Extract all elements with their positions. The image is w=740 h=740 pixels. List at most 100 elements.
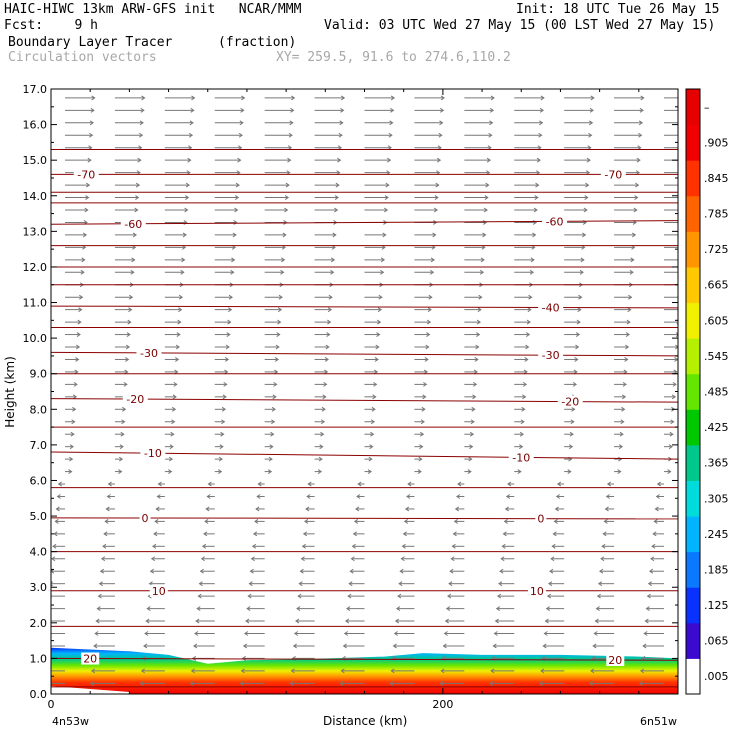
vector-arrow-head: [588, 120, 594, 126]
y-tick-label: 1.0: [30, 652, 48, 665]
vector-arrow-head: [72, 406, 77, 412]
vector-arrow-head: [334, 195, 339, 200]
vector-arrow-head: [444, 618, 449, 624]
vector-arrow-head: [355, 506, 360, 512]
vector-arrow-head: [594, 618, 599, 624]
vector-arrow-head: [273, 381, 278, 387]
vector-arrow-head: [72, 394, 78, 400]
vector-arrow-head: [195, 618, 200, 624]
vector-arrow-head: [141, 95, 146, 101]
vector-arrow-head: [230, 269, 235, 275]
vector-arrow-head: [445, 606, 451, 612]
vector-arrow-head: [596, 593, 601, 599]
vector-arrow-head: [543, 631, 548, 636]
vector-arrow-head: [201, 543, 207, 549]
vector-arrow-head: [145, 618, 150, 624]
vector-arrow-head: [489, 680, 494, 686]
vector-arrow-head: [527, 307, 532, 313]
vector-arrow-head: [146, 606, 151, 612]
vector-arrow-head: [556, 481, 562, 487]
vector-arrow-head: [469, 444, 474, 450]
vector-arrow-head: [337, 157, 342, 163]
vector-arrow-head: [679, 283, 682, 287]
vector-arrow-head: [228, 307, 233, 313]
vector-arrow-head: [173, 381, 178, 387]
vector-arrow-head: [188, 132, 194, 138]
vector-arrow-head: [247, 593, 252, 599]
vector-arrow-head: [346, 606, 351, 612]
vector-arrow-head: [654, 506, 659, 512]
vector-arrow-head: [494, 618, 499, 624]
vector-arrow-head: [399, 568, 404, 574]
colorbar-label: .665: [704, 279, 729, 292]
vector-arrow-head: [401, 543, 406, 549]
vector-arrow-head: [149, 568, 154, 574]
vector-arrow-head: [257, 481, 262, 487]
colorbar-swatch: [686, 444, 700, 481]
vector-arrow-head: [153, 531, 158, 537]
vector-arrow-head: [589, 107, 594, 113]
vector-arrow-head: [377, 307, 382, 313]
contour-label-bg: [140, 447, 166, 460]
vector-arrow-head: [492, 643, 497, 649]
vector-arrow-head: [332, 232, 337, 238]
vector-arrow-head: [102, 543, 107, 549]
y-tick-label: 3.0: [30, 581, 48, 594]
vector-arrow-head: [383, 207, 389, 213]
contour-label: 10: [152, 585, 166, 598]
cross-section-coords: XY= 259.5, 91.6 to 274.6,110.2: [276, 50, 511, 65]
vector-arrow-head: [524, 357, 529, 362]
vector-arrow-head: [421, 406, 426, 412]
vector-arrow-head: [351, 543, 356, 549]
vector-arrow-head: [625, 344, 630, 350]
vector-arrow-head: [529, 269, 535, 275]
vector-arrow-head: [597, 581, 603, 587]
vector-arrow-head: [671, 394, 677, 400]
vector-arrow-head: [206, 494, 211, 499]
vector-arrow-head: [240, 668, 245, 674]
vector-arrow-head: [318, 456, 323, 462]
vector-arrow-head: [327, 307, 333, 313]
y-axis-title: Height (km): [3, 356, 17, 427]
vector-arrow-head: [639, 107, 644, 113]
vector-arrow-head: [338, 132, 343, 138]
vector-arrow-head: [601, 543, 606, 549]
vector-arrow-head: [438, 132, 443, 138]
vector-arrow-head: [93, 643, 98, 649]
contour-label: -30: [140, 347, 158, 360]
vector-arrow-head: [394, 618, 400, 624]
vector-arrow-head: [578, 294, 583, 300]
vector-arrow-head: [320, 431, 325, 437]
tracer-gap: [51, 686, 130, 694]
vector-arrow-head: [296, 606, 301, 612]
vector-arrow-head: [602, 531, 607, 537]
vector-arrow-head: [567, 469, 572, 474]
vector-arrow-head: [241, 95, 246, 101]
vector-arrow-head: [604, 506, 609, 512]
colorbar-label: .845: [704, 172, 729, 185]
vector-arrow-head: [535, 182, 540, 188]
vector-arrow-head: [397, 593, 402, 599]
vector-arrow-head: [299, 568, 304, 574]
vector-arrow-head: [546, 593, 552, 599]
vector-arrow-head: [439, 680, 444, 686]
vector-arrow-head: [128, 294, 134, 300]
vector-arrow-head: [123, 381, 128, 387]
colorbar-swatch: [686, 302, 700, 339]
vector-arrow-head: [245, 618, 250, 624]
vector-arrow-head: [221, 419, 226, 425]
vector-arrow-head: [251, 543, 257, 549]
vector-arrow-head: [269, 444, 274, 450]
vector-arrow-head: [234, 195, 240, 200]
colorbar-swatch: [686, 658, 700, 695]
vector-arrow-head: [590, 95, 595, 101]
vector-arrow-head: [69, 456, 74, 462]
vector-arrow-head: [619, 431, 624, 437]
y-tick-label: 16.0: [23, 119, 48, 132]
vector-arrow-head: [120, 431, 125, 437]
y-tick-label: 0.0: [30, 688, 48, 701]
vector-arrow-head: [103, 531, 108, 537]
vector-arrow-head: [54, 518, 59, 524]
vector-arrow-head: [125, 344, 131, 350]
vector-arrow-head: [85, 195, 90, 200]
